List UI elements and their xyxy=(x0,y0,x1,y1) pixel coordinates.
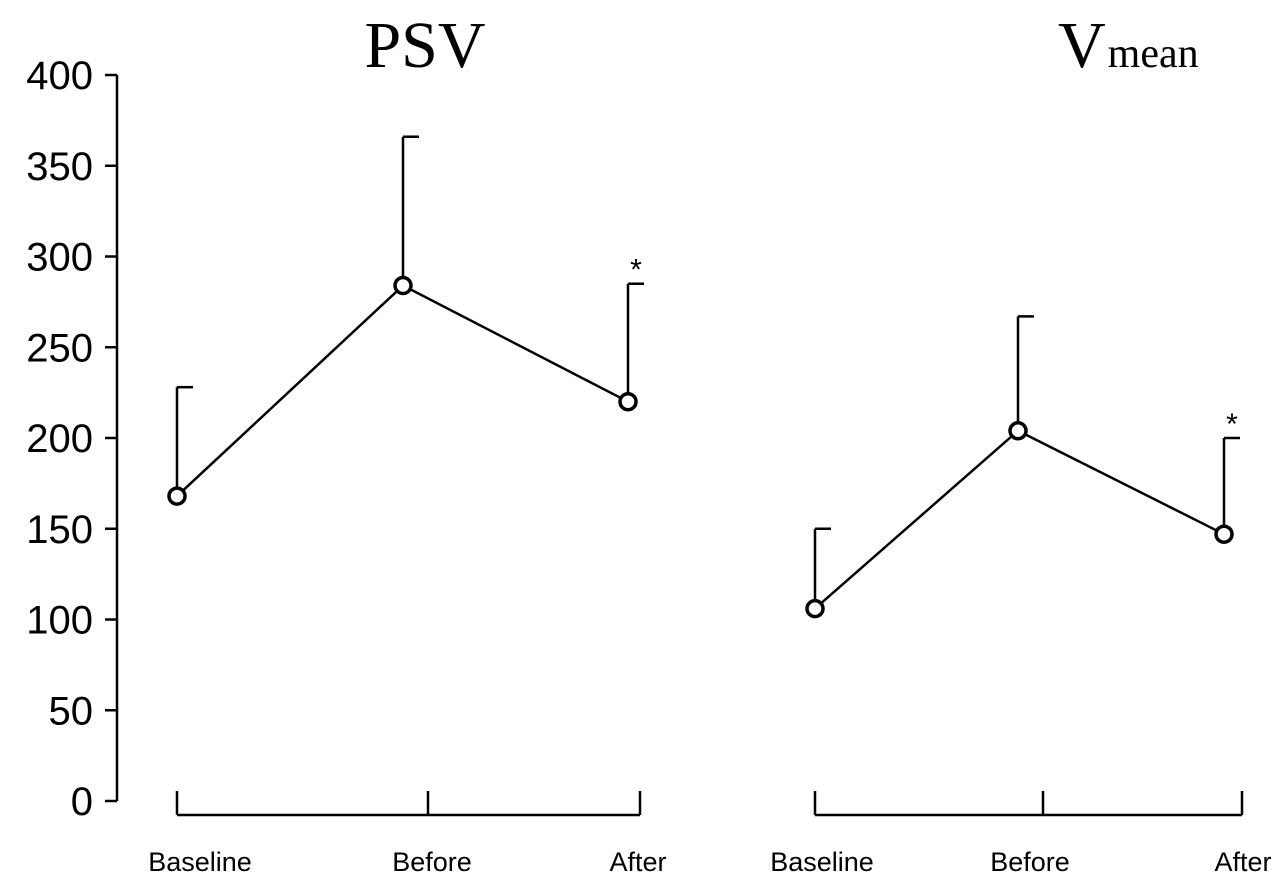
data-point xyxy=(167,486,187,506)
data-point xyxy=(1008,420,1028,441)
panel-title-main: PSV xyxy=(364,9,485,82)
panel-title: PSV xyxy=(364,9,485,82)
x-category-label: After xyxy=(609,847,666,877)
series-line xyxy=(814,429,1225,610)
panel-psv: PSV Baseline Before After * xyxy=(148,9,666,877)
series-line xyxy=(176,284,629,497)
y-tick-label: 50 xyxy=(49,689,94,733)
data-point xyxy=(805,598,825,619)
panel-title: Vmean xyxy=(1058,9,1199,82)
y-tick-label: 250 xyxy=(26,326,93,370)
data-point xyxy=(618,391,638,412)
panel-title-main: V xyxy=(1058,9,1106,82)
y-tick-label: 100 xyxy=(26,599,93,643)
x-category-label: Before xyxy=(392,847,472,877)
y-tick-label: 0 xyxy=(71,780,93,824)
y-axis: 0 50 100 150 200 250 300 350 400 xyxy=(26,54,119,824)
significance-marker: * xyxy=(1226,408,1238,441)
x-category-label: Baseline xyxy=(770,847,874,877)
x-category-label: After xyxy=(1214,847,1271,877)
data-point xyxy=(393,275,413,296)
significance-marker: * xyxy=(630,254,642,287)
data-point xyxy=(1214,524,1234,544)
x-category-label: Baseline xyxy=(148,847,252,877)
y-tick-label: 150 xyxy=(26,508,93,552)
y-tick-label: 350 xyxy=(26,145,93,189)
panel-vmean: Vmean Baseline Before After * xyxy=(770,9,1271,877)
panel-title-subscript: mean xyxy=(1108,31,1199,77)
y-tick-label: 200 xyxy=(26,417,93,461)
y-tick-label: 400 xyxy=(26,54,93,98)
y-tick-label: 300 xyxy=(26,236,93,280)
x-category-label: Before xyxy=(990,847,1070,877)
